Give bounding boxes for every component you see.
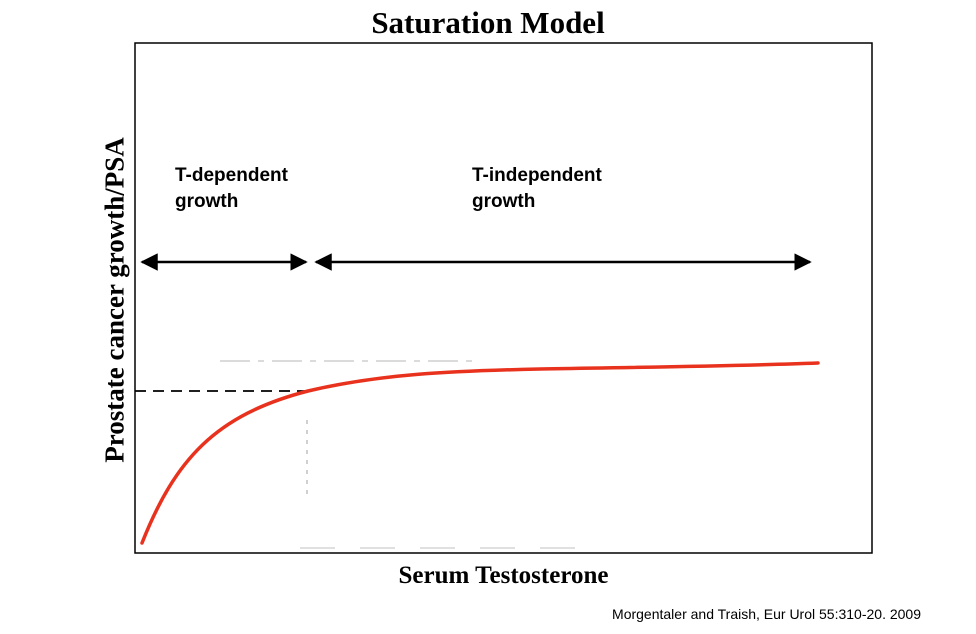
t-dependent-label: T-dependent growth — [175, 163, 288, 215]
t-dependent-label-line2: growth — [175, 191, 239, 212]
diagram-title: Saturation Model — [371, 5, 605, 40]
plot-frame — [134, 42, 873, 554]
t-dependent-label-line1: T-dependent — [175, 165, 288, 186]
citation: Morgentaler and Traish, Eur Urol 55:310-… — [612, 606, 921, 622]
t-independent-label: T-independent growth — [472, 163, 602, 215]
t-independent-label-line2: growth — [472, 191, 536, 212]
saturation-curve — [140, 361, 820, 545]
t-independent-label-line1: T-independent — [472, 165, 602, 186]
x-axis-label: Serum Testosterone — [398, 562, 609, 589]
